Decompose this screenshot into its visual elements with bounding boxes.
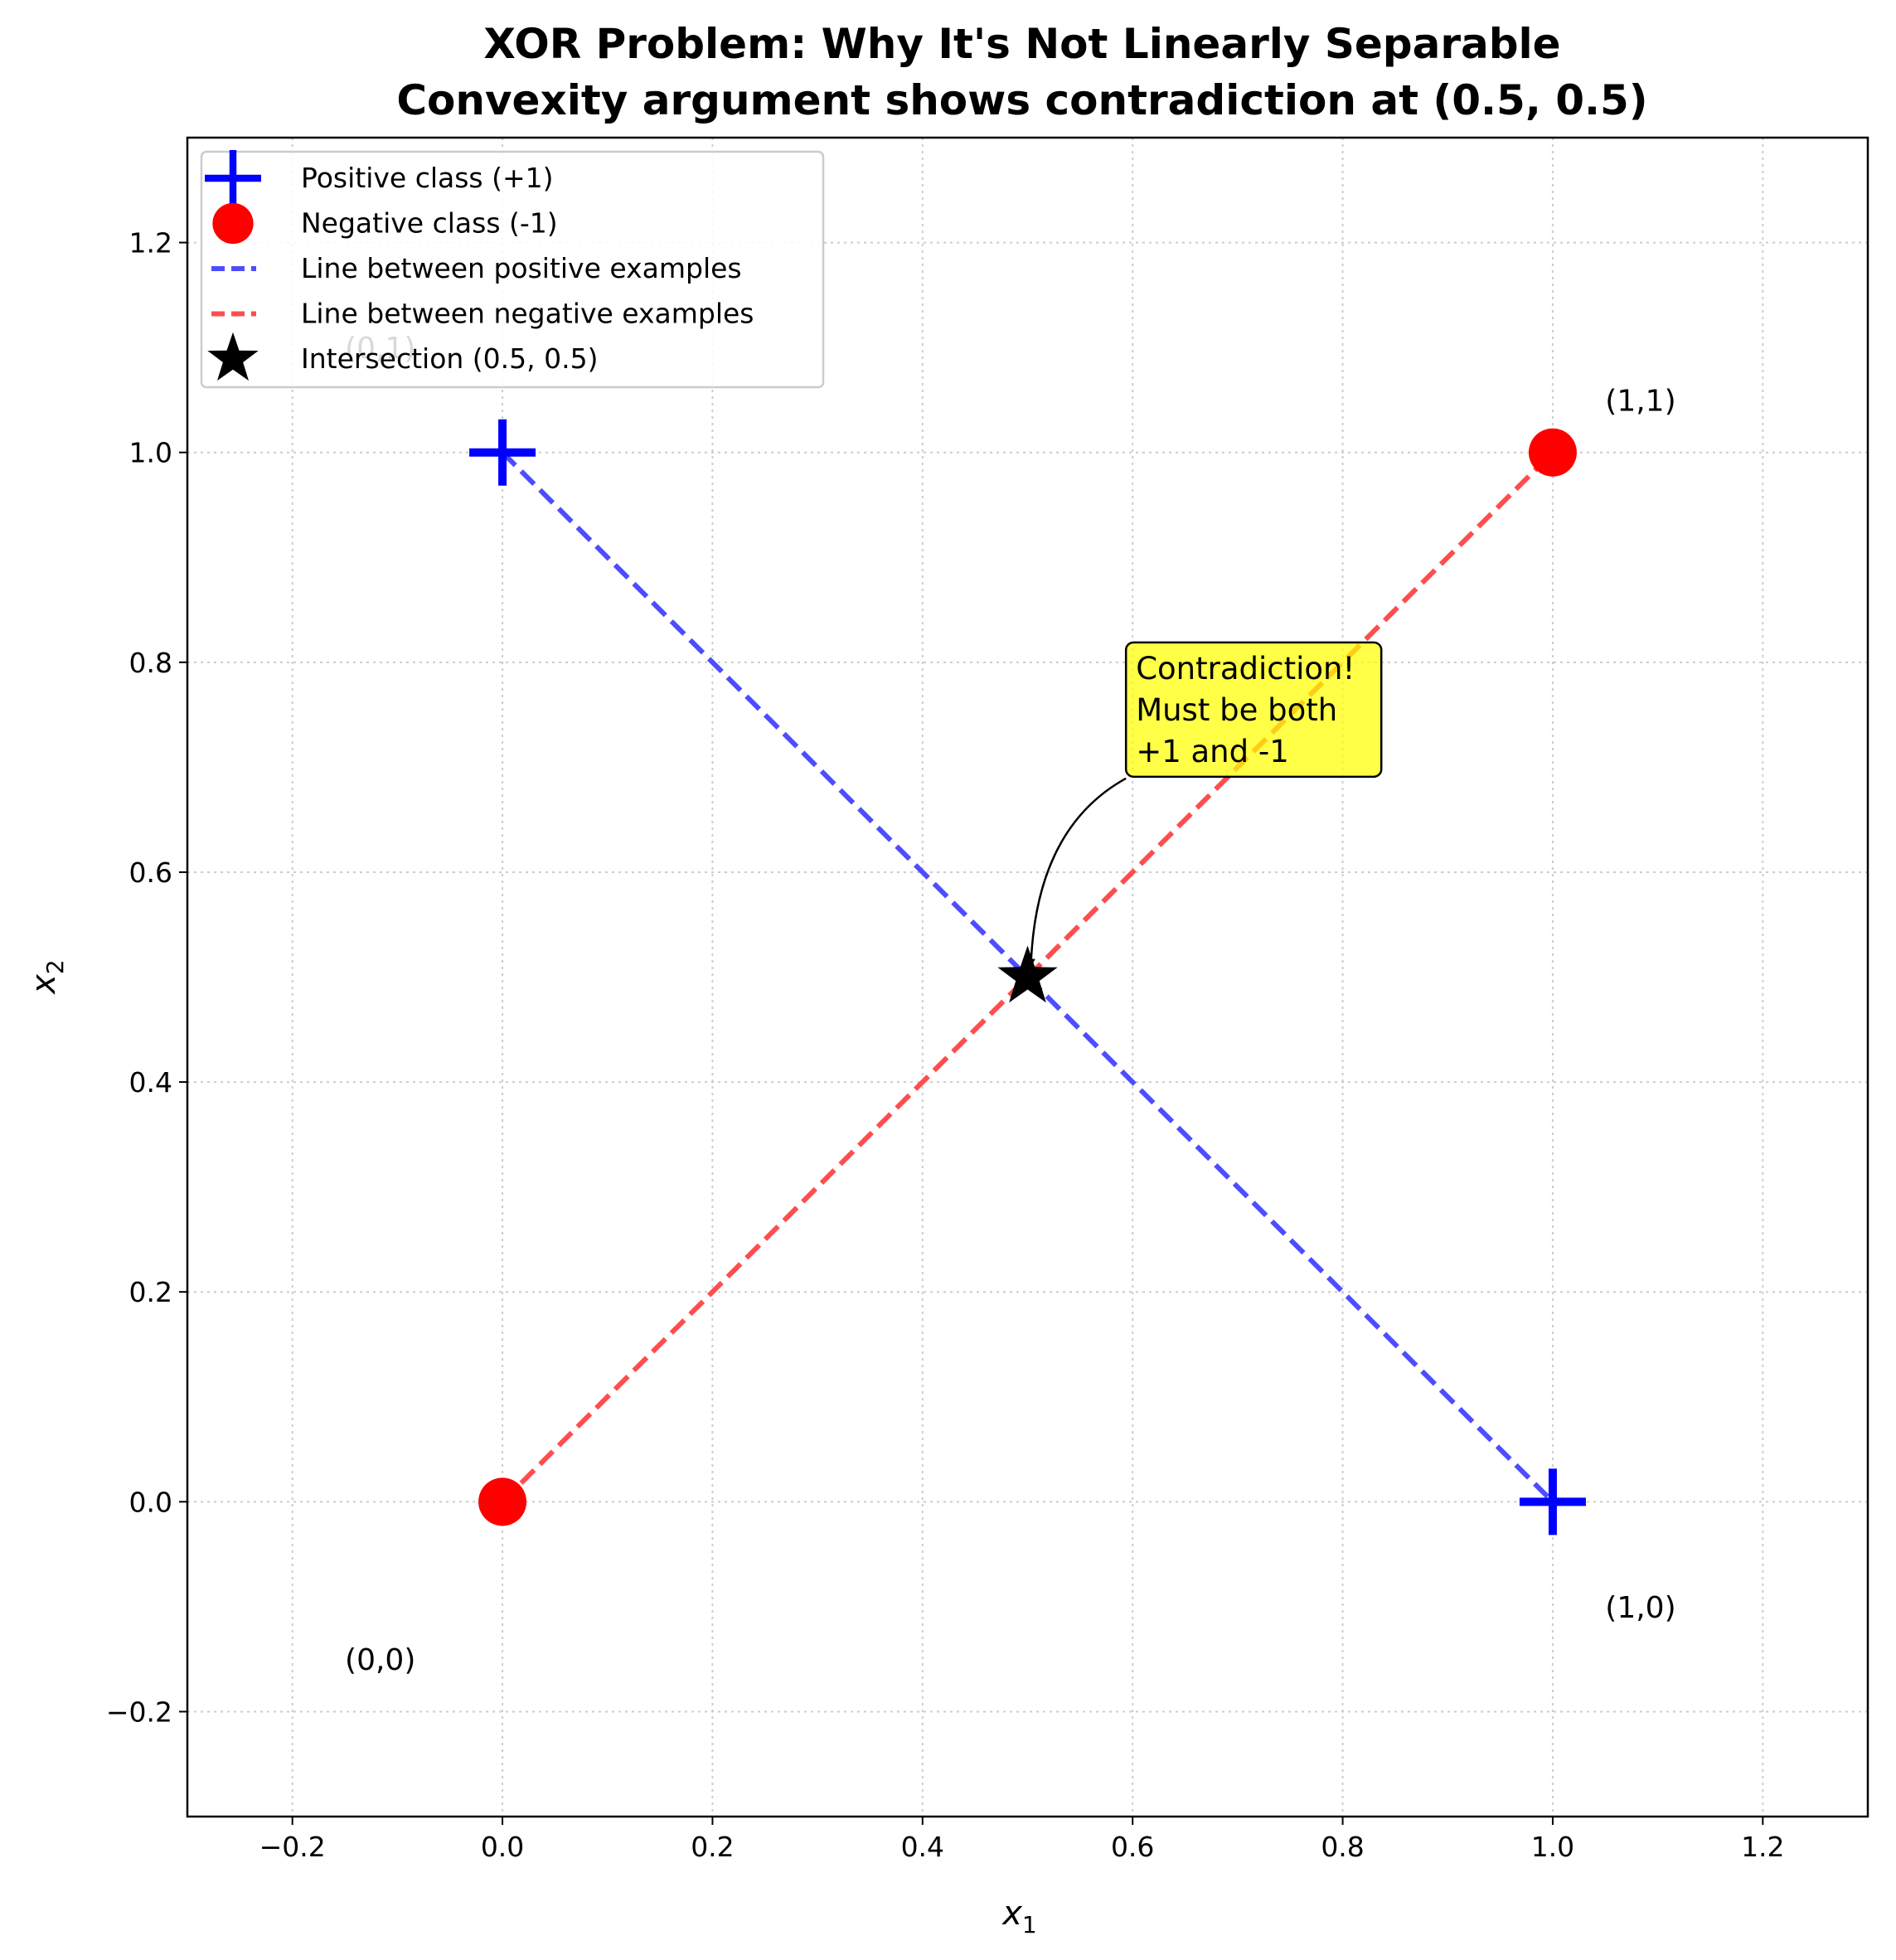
legend-entry-2-label: Line between positive examples	[301, 252, 742, 284]
legend-entry-4-swatch	[207, 332, 259, 381]
y-axis-label-group: x2	[25, 959, 69, 996]
x-axis-label-subscript: 1	[1022, 1911, 1037, 1938]
legend-entry-0-label: Positive class (+1)	[301, 162, 554, 194]
grid	[187, 138, 1868, 1817]
x-tick-label: 0.8	[1321, 1831, 1364, 1863]
legend-box	[200, 150, 825, 389]
point-label: (0,0)	[345, 1643, 415, 1677]
annotation-arrow	[1026, 777, 1127, 968]
circle-marker-1	[1528, 428, 1577, 477]
annotation-line: Must be both	[1136, 692, 1337, 728]
y-tick-label: 0.2	[129, 1276, 172, 1308]
y-axis-label: x2	[25, 959, 69, 996]
plus-marker-1	[1519, 1468, 1586, 1535]
x-tick-label: 0.2	[691, 1831, 734, 1863]
legend-entry-4-label: Intersection (0.5, 0.5)	[301, 342, 599, 375]
chart-title: XOR Problem: Why It's Not Linearly Separ…	[483, 20, 1560, 68]
y-tick-label: 0.6	[129, 856, 172, 889]
annotation-box	[1124, 641, 1383, 779]
y-tick-label: −0.2	[106, 1696, 172, 1728]
circle-marker-0	[478, 1477, 527, 1526]
chart-subtitle: Convexity argument shows contradiction a…	[396, 76, 1647, 124]
x-axis-label-main: x	[1001, 1895, 1022, 1933]
annotation-line: +1 and -1	[1136, 734, 1289, 769]
y-tick-label: 0.4	[129, 1066, 172, 1099]
axis-ticks: −0.2 0.0 0.2 0.4 0.6 0.8 1.0 1.2 −0.2 0.0 0.2 0.4 0.…	[106, 227, 1785, 1863]
x-tick-label: 0.0	[481, 1831, 524, 1863]
annotation-line: Contradiction!	[1136, 651, 1355, 686]
y-tick-label: 1.2	[129, 227, 172, 260]
point-label: (1,1)	[1605, 384, 1675, 418]
point-label: (1,0)	[1605, 1591, 1675, 1625]
dashed-line-0	[500, 450, 1555, 1504]
legend-entry-3-label: Line between negative examples	[301, 298, 754, 330]
star-marker-0	[997, 945, 1058, 1003]
legend-entry-1-swatch	[212, 202, 254, 245]
x-tick-label: 1.2	[1741, 1831, 1784, 1863]
x-tick-label: 1.0	[1531, 1831, 1574, 1863]
x-tick-label: −0.2	[259, 1831, 326, 1863]
legend: Positive class (+1) Negative class (-1) Li…	[200, 150, 825, 389]
plot-frame	[186, 136, 1869, 1818]
y-tick-label: 1.0	[129, 437, 172, 469]
x-tick-label: 0.6	[1111, 1831, 1154, 1863]
dashed-line-1	[500, 450, 1555, 1504]
x-tick-label: 0.4	[901, 1831, 944, 1863]
legend-entry-1-label: Negative class (-1)	[301, 207, 558, 240]
y-axis-label-subscript: 2	[41, 959, 69, 974]
annotation: Contradiction! Must be both +1 and -1	[1026, 641, 1383, 968]
y-tick-label: 0.8	[129, 647, 172, 679]
legend-entry-0-swatch	[205, 150, 261, 206]
plot-area	[469, 419, 1586, 1535]
plus-marker-0	[469, 419, 536, 486]
y-tick-label: 0.0	[129, 1486, 172, 1518]
y-axis-label-main: x	[25, 974, 63, 996]
x-axis-label: x1	[1001, 1895, 1037, 1938]
